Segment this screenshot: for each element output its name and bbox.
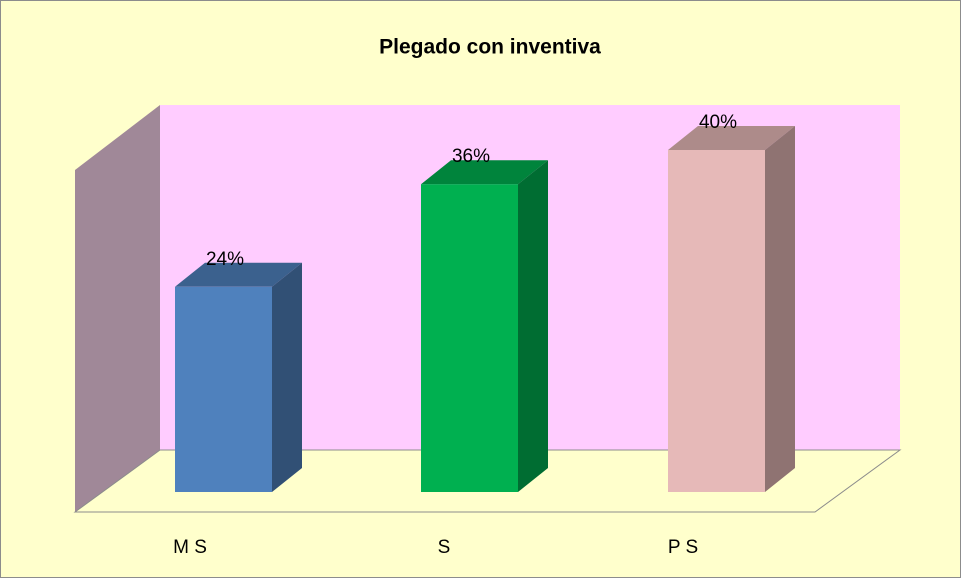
- bar-side: [518, 160, 548, 492]
- x-tick-label: S: [438, 537, 451, 558]
- data-label: 36%: [452, 146, 490, 167]
- data-label: 24%: [206, 249, 244, 270]
- bar-side: [272, 262, 302, 492]
- bar: [175, 286, 272, 492]
- x-tick-label: P S: [668, 537, 698, 558]
- bar-top: [668, 126, 795, 150]
- bar-side: [765, 126, 795, 492]
- data-label: 40%: [699, 112, 737, 133]
- chart-title: Plegado con inventiva: [379, 36, 601, 59]
- bar: [421, 184, 518, 492]
- bar-top: [175, 262, 302, 287]
- x-tick-label: M S: [173, 537, 207, 558]
- side-wall: [75, 105, 160, 512]
- bar: [668, 150, 765, 492]
- bar-top: [421, 160, 548, 185]
